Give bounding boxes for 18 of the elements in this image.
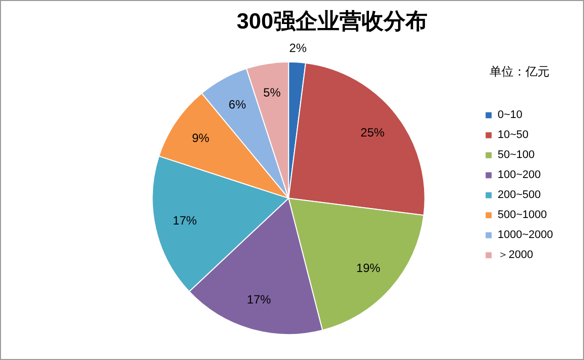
legend-label: 10~50	[498, 129, 529, 142]
data-label: 25%	[360, 125, 385, 140]
legend-label: 0~10	[498, 109, 522, 122]
legend-label: 100~200	[498, 169, 541, 182]
data-label: 5%	[263, 86, 281, 100]
data-label: 17%	[246, 292, 272, 307]
data-label: 19%	[356, 260, 381, 275]
chart-title: 300强企业营收分布	[236, 8, 428, 34]
legend-label: 1000~2000	[498, 229, 554, 242]
data-label: 9%	[192, 130, 210, 145]
legend-label: 200~500	[498, 189, 541, 202]
data-label: 17%	[172, 214, 198, 228]
legend-label: 50~100	[498, 149, 535, 162]
data-label: 2%	[289, 40, 307, 55]
data-label: 6%	[228, 97, 246, 112]
legend-label: ＞2000	[498, 249, 534, 262]
legend-title: 单位：亿元	[490, 64, 550, 79]
legend-label: 500~1000	[498, 209, 547, 222]
